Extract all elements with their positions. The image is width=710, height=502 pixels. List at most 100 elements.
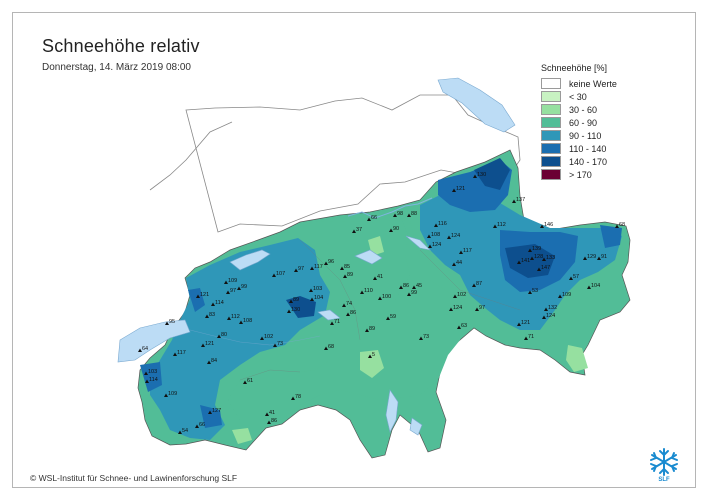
- legend-swatch: [541, 117, 561, 128]
- station-marker: [386, 316, 390, 320]
- legend-swatch: [541, 91, 561, 102]
- station-value: 146: [544, 222, 553, 228]
- legend-label: keine Werte: [569, 78, 617, 89]
- station-value: 41: [269, 410, 275, 416]
- station-value: 45: [416, 283, 422, 289]
- station-value: 130: [291, 307, 300, 313]
- legend-row: 90 - 110: [541, 129, 661, 142]
- station-value: 117: [463, 248, 472, 254]
- legend-row: < 30: [541, 90, 661, 103]
- station-value: 108: [431, 232, 440, 238]
- zone-140-170: [286, 158, 555, 318]
- lake-zurich: [405, 235, 431, 251]
- station-marker: [195, 424, 199, 428]
- station-marker: [165, 321, 169, 325]
- station-marker: [447, 235, 451, 239]
- station-marker: [227, 316, 231, 320]
- station-marker: [196, 294, 200, 298]
- zone-90-110-west: [150, 238, 330, 440]
- station-marker: [324, 346, 328, 350]
- station-marker: [360, 290, 364, 294]
- station-value: 104: [314, 295, 323, 301]
- lake-thun: [317, 309, 341, 321]
- station-value: 74: [346, 301, 352, 307]
- station-value: 109: [562, 292, 571, 298]
- station-value: 139: [532, 246, 541, 252]
- station-value: 89: [369, 326, 375, 332]
- station-marker: [452, 188, 456, 192]
- legend-label: < 30: [569, 91, 587, 102]
- station-marker: [211, 302, 215, 306]
- station-marker: [537, 267, 541, 271]
- station-value: 137: [516, 197, 525, 203]
- station-marker: [544, 307, 548, 311]
- legend-title: Schneehöhe [%]: [541, 63, 608, 73]
- station-value: 66: [371, 215, 377, 221]
- station-value: 64: [142, 346, 148, 352]
- station-marker: [569, 276, 573, 280]
- station-marker: [343, 274, 347, 278]
- neighbour-outline: [185, 94, 521, 233]
- station-value: 109: [168, 391, 177, 397]
- legend: Schneehöhe [%] keine Werte < 30 30 - 60 …: [541, 63, 661, 181]
- rhone-river: [189, 329, 321, 346]
- station-value: 71: [334, 319, 340, 325]
- station-marker: [226, 290, 230, 294]
- station-marker: [373, 276, 377, 280]
- station-value: 41: [377, 274, 383, 280]
- station-marker: [324, 261, 328, 265]
- station-marker: [453, 294, 457, 298]
- station-value: 97: [230, 288, 236, 294]
- legend-label: 60 - 90: [569, 117, 598, 128]
- station-marker: [389, 228, 393, 232]
- station-marker: [173, 352, 177, 356]
- station-value: 95: [169, 319, 175, 325]
- station-marker: [208, 410, 212, 414]
- station-value: 71: [528, 334, 534, 340]
- station-value: 73: [277, 341, 283, 347]
- station-value: 97: [479, 305, 485, 311]
- station-value: 132: [548, 305, 557, 311]
- station-value: 78: [295, 394, 301, 400]
- station-value: 73: [423, 334, 429, 340]
- station-value: 85: [344, 264, 350, 270]
- legend-swatch: [541, 156, 561, 167]
- station-value: 63: [461, 323, 467, 329]
- station-marker: [368, 354, 372, 358]
- station-marker: [540, 224, 544, 228]
- station-marker: [427, 234, 431, 238]
- station-marker: [412, 285, 416, 289]
- station-marker: [365, 328, 369, 332]
- legend-row: 140 - 170: [541, 155, 661, 168]
- station-value: 88: [411, 211, 417, 217]
- station-value: 133: [546, 255, 555, 261]
- legend-swatch: [541, 169, 561, 180]
- station-marker: [287, 309, 291, 313]
- station-value: 110: [364, 288, 373, 294]
- station-value: 129: [587, 254, 596, 260]
- station-marker: [473, 174, 477, 178]
- station-marker: [330, 321, 334, 325]
- station-marker: [528, 248, 532, 252]
- station-marker: [237, 286, 241, 290]
- station-value: 124: [546, 313, 555, 319]
- station-marker: [164, 393, 168, 397]
- slf-logo: SLF: [646, 447, 682, 487]
- station-value: 112: [497, 222, 506, 228]
- station-marker: [530, 256, 534, 260]
- legend-row: 30 - 60: [541, 103, 661, 116]
- station-value: 127: [212, 408, 221, 414]
- station-marker: [352, 229, 356, 233]
- station-marker: [528, 290, 532, 294]
- station-value: 103: [148, 369, 157, 375]
- legend-label: > 170: [569, 169, 592, 180]
- station-marker: [367, 217, 371, 221]
- station-marker: [340, 266, 344, 270]
- zone-60-90-central: [228, 212, 470, 430]
- station-marker: [273, 343, 277, 347]
- station-value: 68: [328, 344, 334, 350]
- station-value: 124: [432, 242, 441, 248]
- snowflake-icon: [650, 448, 678, 476]
- station-marker: [419, 336, 423, 340]
- station-value: 121: [200, 292, 209, 298]
